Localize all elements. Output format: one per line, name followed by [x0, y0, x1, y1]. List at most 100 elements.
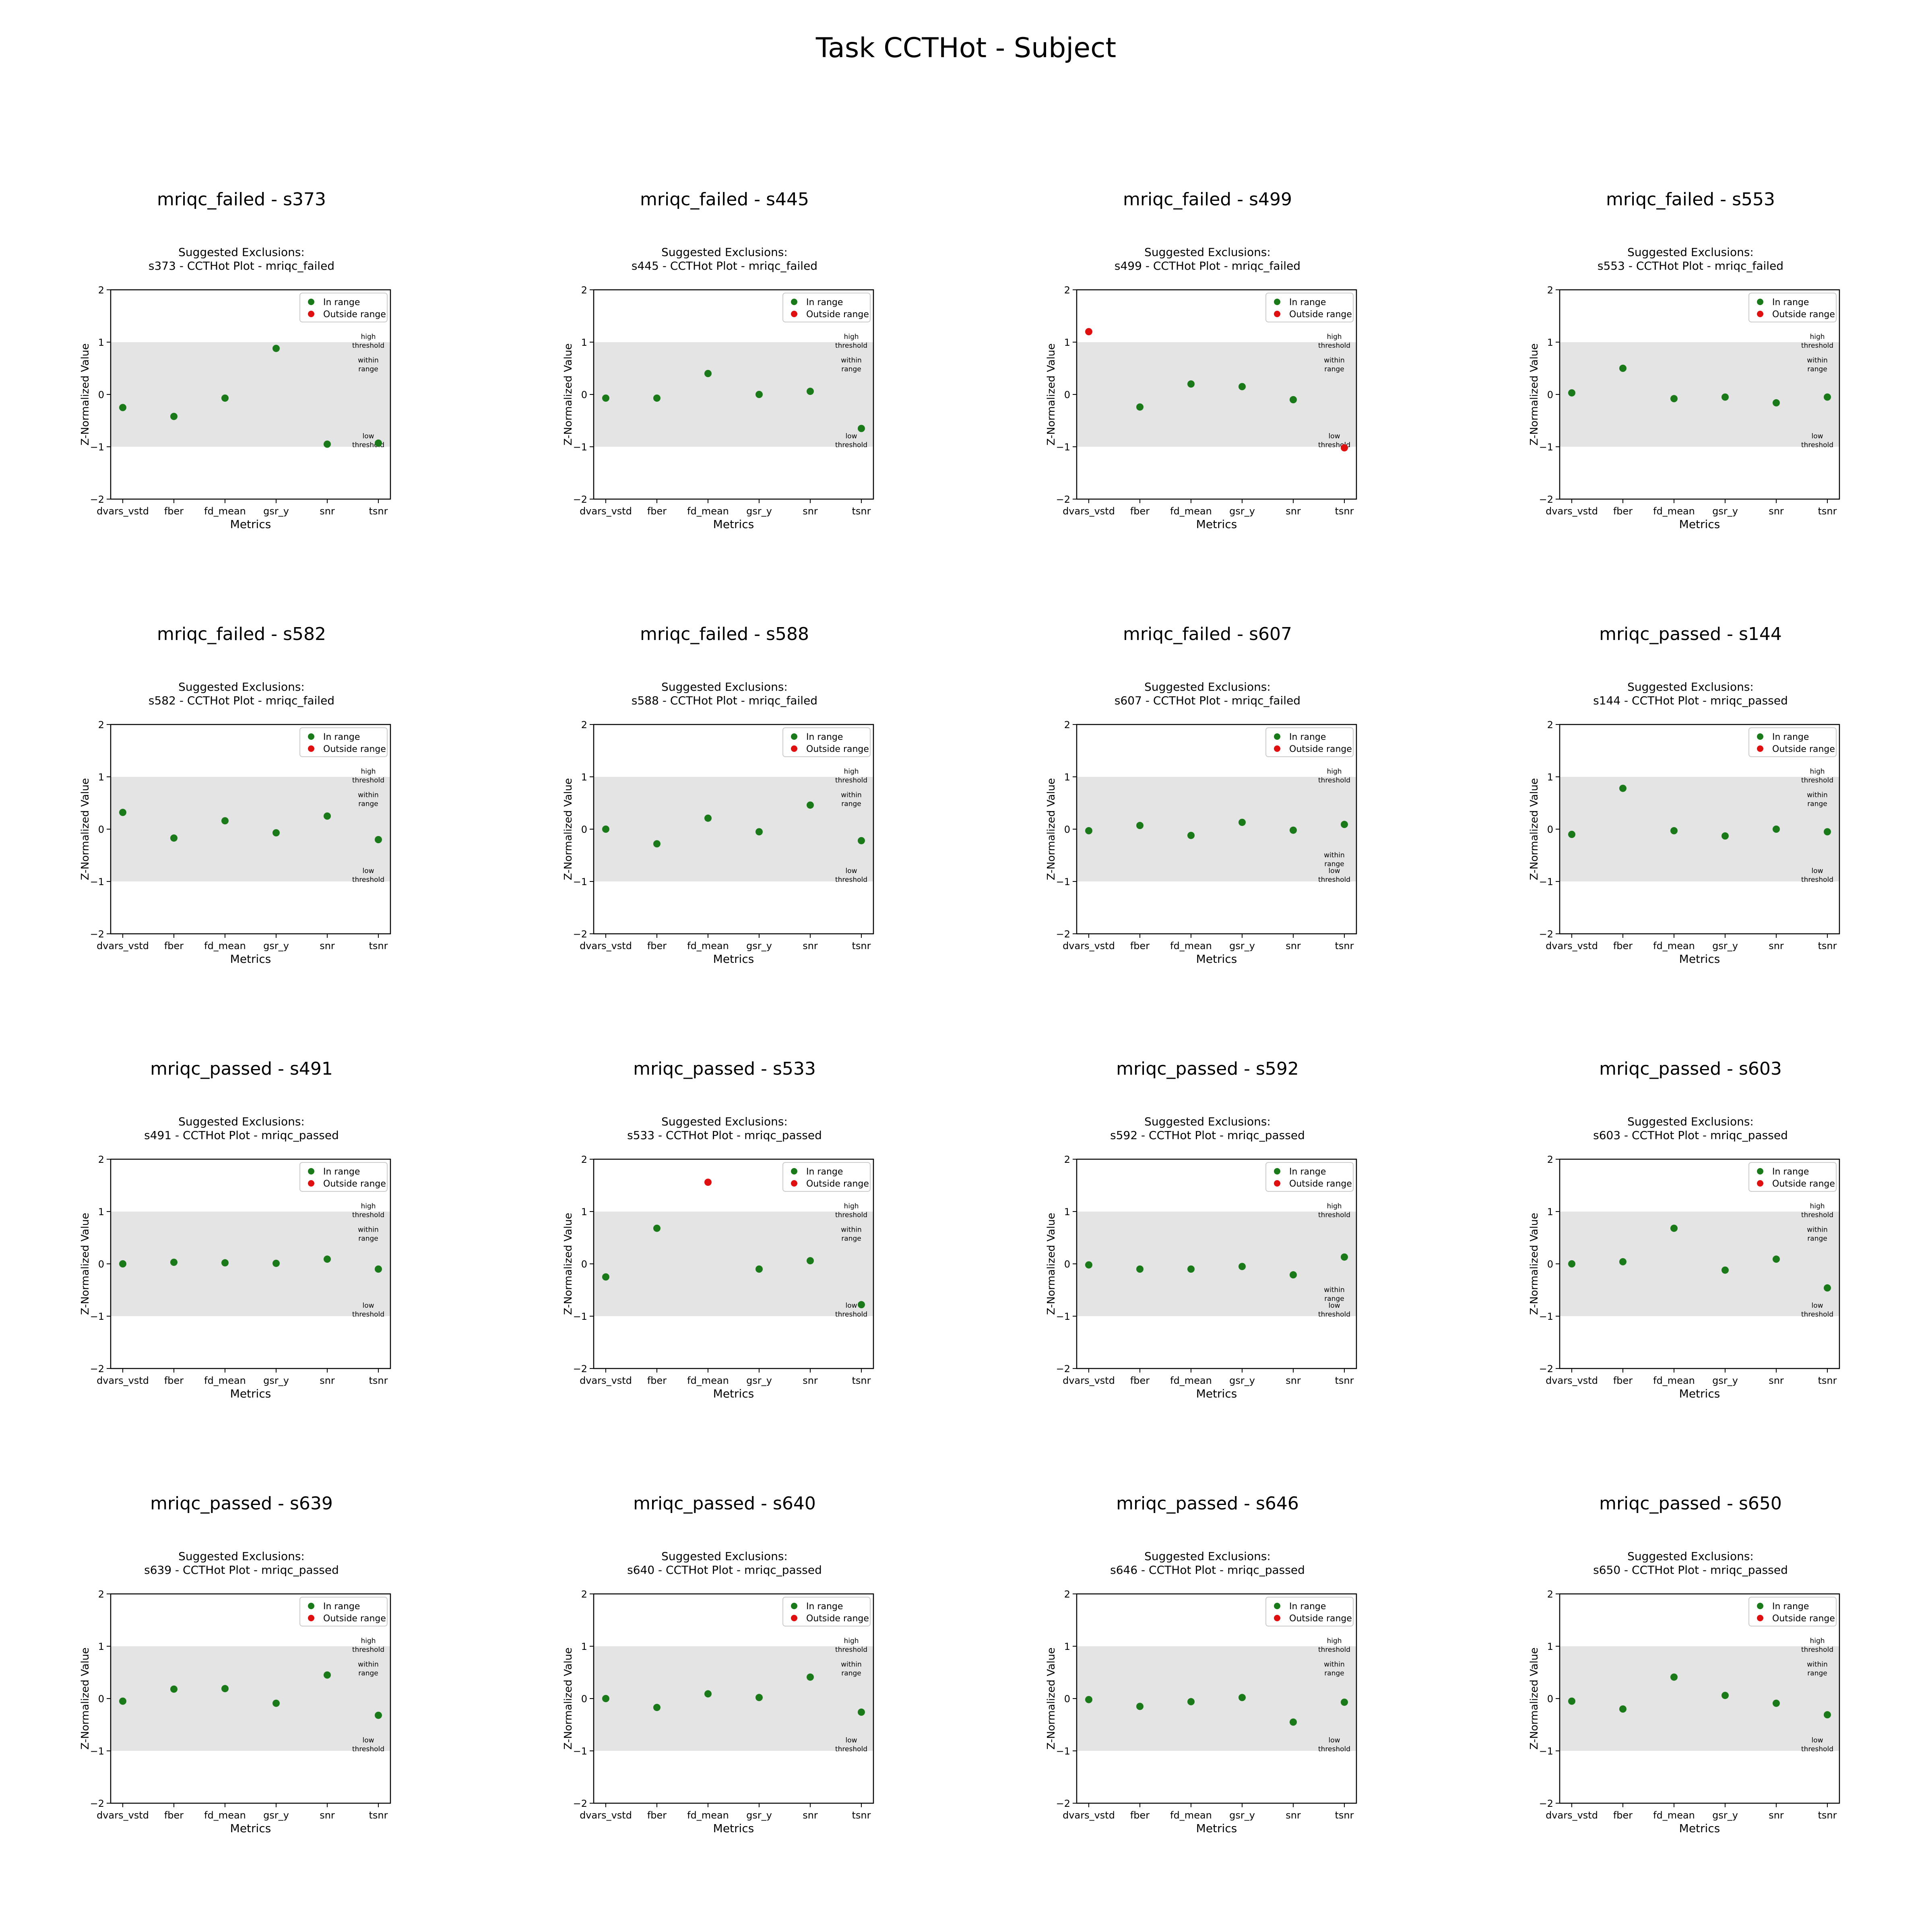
x-tick-label: gsr_y [263, 1810, 289, 1821]
data-point [1290, 1271, 1297, 1279]
plot-title-line: s650 - CCTHot Plot - mriqc_passed [1593, 1563, 1788, 1577]
high-threshold-label: high [844, 1637, 859, 1645]
subplot-panel: mriqc_failed - s445 Suggested Exclusions:… [483, 189, 966, 624]
high-threshold-label: threshold [1801, 1646, 1833, 1654]
legend-marker-in-range [308, 1168, 314, 1174]
plot-title-line: Suggested Exclusions: [661, 1550, 788, 1563]
plot-title: Suggested Exclusions: s553 - CCTHot Plot … [1449, 246, 1932, 273]
y-tick-label: −2 [1539, 1363, 1553, 1375]
x-axis-label: Metrics [230, 1822, 271, 1835]
within-range-label: range [358, 1235, 378, 1243]
panel-title: mriqc_failed - s373 [157, 189, 326, 210]
high-threshold-label: high [844, 333, 859, 341]
plot-title: Suggested Exclusions: s144 - CCTHot Plot … [1449, 680, 1932, 708]
data-point [375, 1711, 382, 1719]
data-point [755, 391, 763, 398]
y-tick-label: 1 [98, 337, 104, 348]
x-tick-label: fd_mean [204, 940, 246, 952]
y-tick-label: 0 [1547, 824, 1553, 835]
data-point [653, 1704, 661, 1711]
x-tick-label: fd_mean [687, 506, 729, 517]
x-tick-label: dvars_vstd [580, 1810, 632, 1821]
x-tick-label: gsr_y [1229, 940, 1255, 952]
x-tick-label: fber [1613, 1375, 1633, 1386]
legend-box [1265, 727, 1354, 757]
y-tick-label: 1 [98, 1206, 104, 1218]
data-point [704, 370, 712, 377]
plot-title-line: s639 - CCTHot Plot - mriqc_passed [144, 1563, 339, 1577]
x-tick-label: snr [320, 506, 335, 517]
subplot-panel: mriqc_passed - s491 Suggested Exclusions:… [0, 1059, 483, 1493]
x-axis-label: Metrics [1196, 952, 1237, 966]
low-threshold-label: low [362, 432, 374, 440]
x-axis-label: Metrics [230, 518, 271, 531]
threshold-band [111, 1646, 390, 1751]
legend-marker-outside-range [1274, 311, 1280, 317]
legend-label-outside-range: Outside range [806, 1614, 869, 1624]
threshold-band [594, 342, 873, 447]
threshold-band [111, 777, 390, 881]
data-point [1670, 395, 1678, 402]
within-range-label: within [841, 1661, 862, 1669]
threshold-band [1560, 777, 1839, 881]
low-threshold-label: threshold [1801, 441, 1833, 449]
plot-title: Suggested Exclusions: s373 - CCTHot Plot … [0, 246, 483, 273]
legend-marker-in-range [791, 1168, 797, 1174]
x-axis-label: Metrics [1679, 952, 1720, 966]
high-threshold-label: high [361, 1202, 376, 1210]
data-point [324, 1671, 331, 1679]
panel-title: mriqc_passed - s650 [1599, 1493, 1782, 1514]
legend-marker-outside-range [308, 1615, 314, 1621]
data-point [1290, 826, 1297, 834]
within-range-label: within [1324, 357, 1345, 365]
plot-title-line: Suggested Exclusions: [178, 246, 305, 259]
x-tick-label: dvars_vstd [1546, 1810, 1598, 1821]
plot-title: Suggested Exclusions: s650 - CCTHot Plot … [1449, 1550, 1932, 1577]
y-tick-label: −2 [1056, 494, 1070, 505]
data-point [375, 439, 382, 447]
data-point [119, 1260, 126, 1267]
y-tick-label: 1 [1547, 337, 1553, 348]
x-tick-label: gsr_y [1229, 506, 1255, 517]
legend-label-in-range: In range [323, 1167, 360, 1177]
data-point [1568, 1260, 1575, 1267]
y-tick-label: −1 [573, 876, 587, 888]
data-point [1824, 1284, 1831, 1292]
subplot-panel: mriqc_failed - s373 Suggested Exclusions:… [0, 189, 483, 624]
panel-title: mriqc_failed - s499 [1123, 189, 1292, 210]
legend-marker-outside-range [1757, 745, 1763, 752]
data-point [1568, 1697, 1575, 1705]
y-tick-label: 2 [581, 285, 587, 296]
y-axis-label: Z-Normalized Value [79, 343, 91, 446]
data-point [1568, 389, 1575, 397]
plot-title-line: s373 - CCTHot Plot - mriqc_failed [148, 259, 335, 272]
data-point [272, 1259, 280, 1267]
y-tick-label: 0 [1064, 1259, 1070, 1270]
x-tick-label: fd_mean [1170, 940, 1212, 952]
data-point [1773, 1255, 1780, 1263]
data-point [221, 1259, 229, 1267]
low-threshold-label: threshold [1801, 1311, 1833, 1319]
legend-label-outside-range: Outside range [323, 1179, 386, 1189]
data-point [119, 404, 126, 411]
plot-title-line: s640 - CCTHot Plot - mriqc_passed [627, 1563, 822, 1577]
y-axis-label: Z-Normalized Value [1528, 1213, 1540, 1315]
legend-marker-outside-range [1274, 745, 1280, 752]
x-tick-label: dvars_vstd [1546, 1375, 1598, 1386]
data-point [1721, 1692, 1729, 1699]
panel-title: mriqc_failed - s588 [640, 624, 809, 644]
legend-marker-in-range [1274, 1168, 1280, 1174]
data-point [375, 1265, 382, 1273]
within-range-label: within [358, 357, 379, 365]
plot-title: Suggested Exclusions: s533 - CCTHot Plot … [483, 1115, 966, 1142]
high-threshold-label: threshold [835, 1646, 867, 1654]
y-tick-label: −1 [1056, 876, 1070, 888]
y-axis-label: Z-Normalized Value [79, 1647, 91, 1750]
low-threshold-label: threshold [1318, 876, 1350, 884]
within-range-label: within [841, 791, 862, 799]
data-point [1670, 827, 1678, 834]
legend-label-outside-range: Outside range [806, 1179, 869, 1189]
within-range-label: range [358, 1670, 378, 1678]
high-threshold-label: threshold [352, 342, 384, 350]
